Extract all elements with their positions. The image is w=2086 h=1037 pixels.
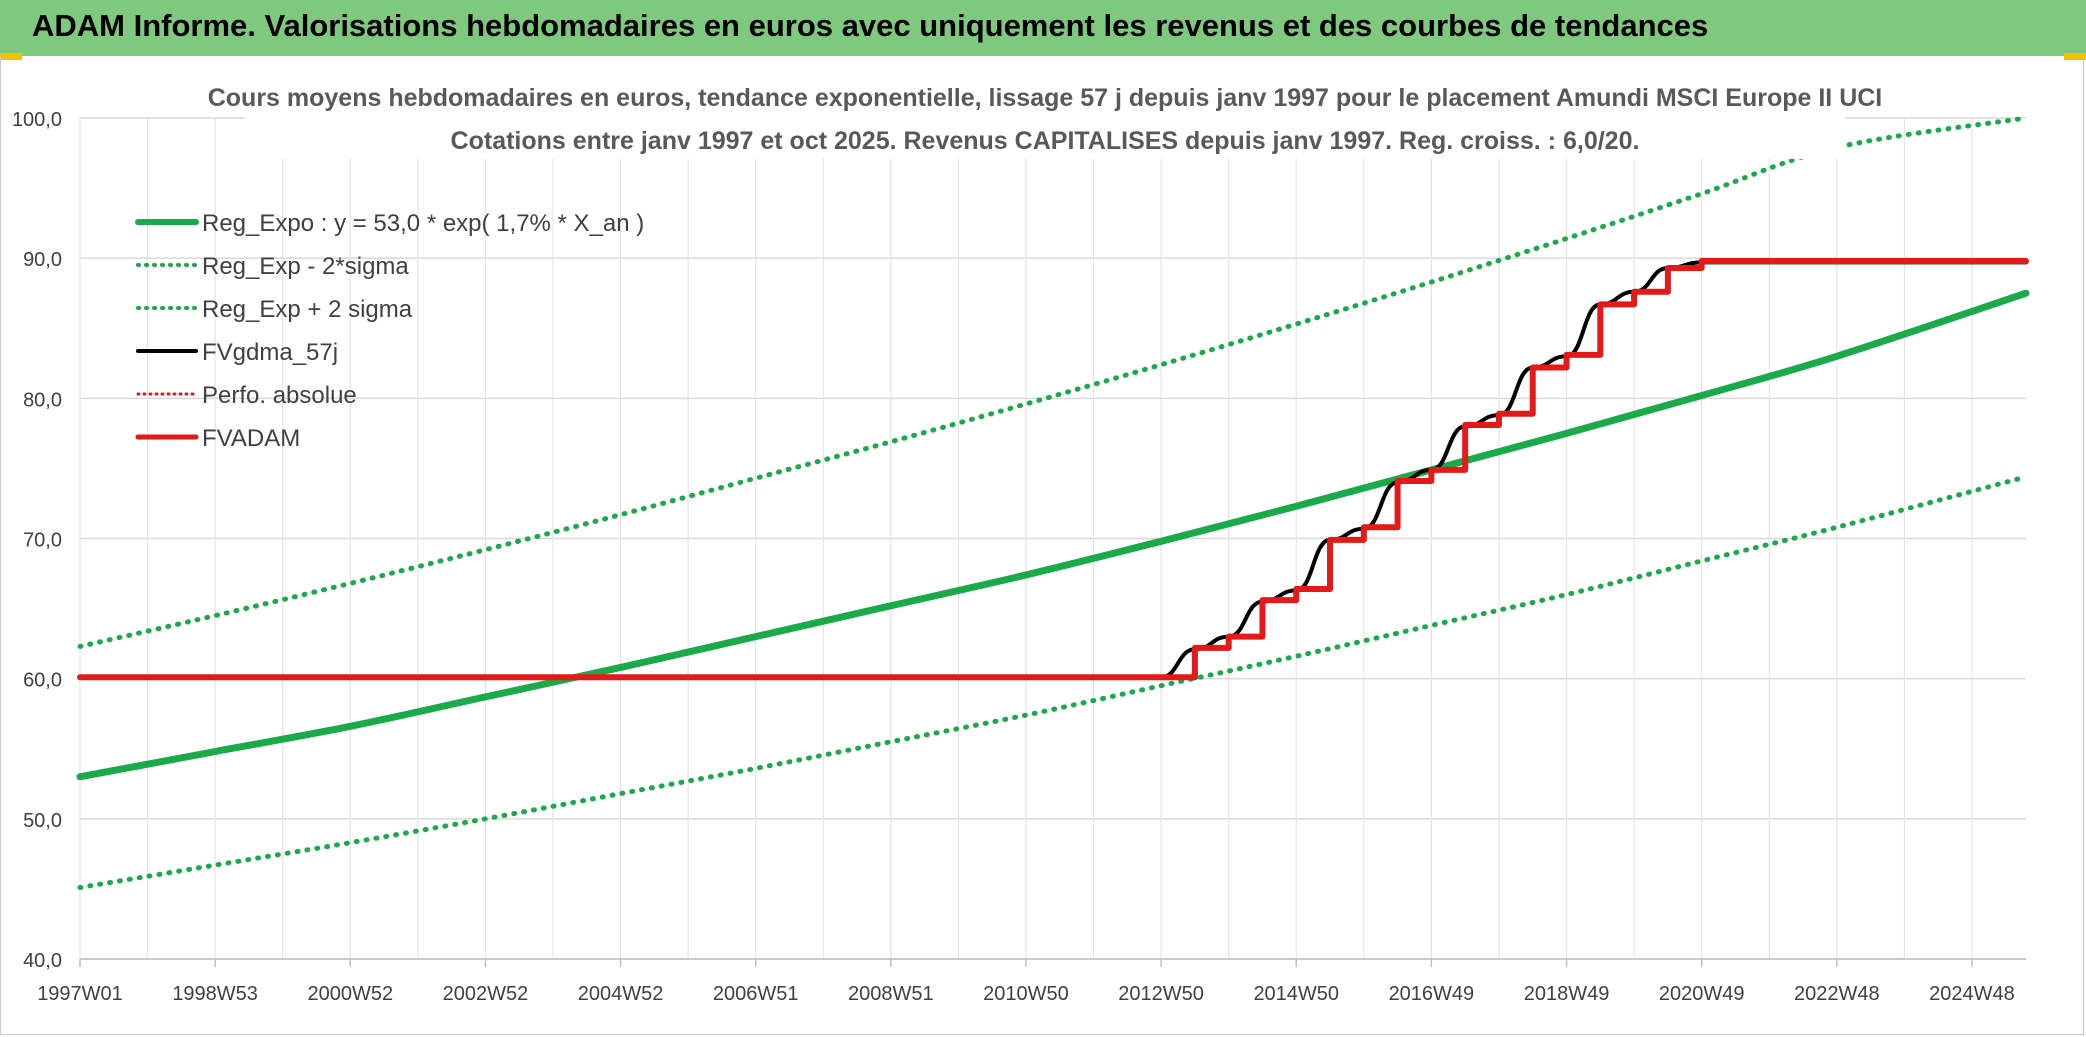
x-tick-label: 2010W50 [983,983,1069,1005]
y-tick-label: 40,0 [23,950,62,972]
series-line-fvgdma-57j [78,260,2028,680]
x-tick-label: 2014W50 [1253,983,1339,1005]
header-title: ADAM Informe. Valorisations hebdomadaire… [32,8,1709,43]
x-tick-label: 2002W52 [443,983,529,1005]
legend: Reg_Expo : y = 53,0 * exp( 1,7% * X_an )… [135,210,644,452]
legend-label: FVADAM [202,425,300,452]
legend-label: Reg_Exp + 2 sigma [202,296,413,323]
legend-label: Reg_Exp - 2*sigma [202,253,409,280]
series-line-reg-exp-2-sigma [77,474,2029,891]
x-tick-label: 2022W48 [1794,983,1880,1005]
y-axis-ticks: 40,0 50,0 60,0 70,0 80,0 90,0 100,0 [12,109,62,972]
series-line-reg-expo-y-53-0-exp-1-7-x-an [76,289,2030,781]
x-tick-label: 2012W50 [1118,983,1204,1005]
x-tick-label: 2000W52 [307,983,393,1005]
x-tick-label: 2020W49 [1659,983,1745,1005]
series-line-reg-exp-2-sigma [77,115,2029,649]
legend-label: Reg_Expo : y = 53,0 * exp( 1,7% * X_an ) [202,210,644,237]
x-axis-ticks: 1997W01 1998W53 2000W52 2002W52 2004W52 2006W… [37,959,2015,1005]
x-tick-label: 2008W51 [848,983,934,1005]
y-tick-label: 90,0 [23,249,62,271]
chart-title: Cours moyens hebdomadaires en euros, ten… [208,84,1883,112]
x-tick-label: 2016W49 [1389,983,1475,1005]
x-tick-label: 2004W52 [578,983,664,1005]
x-tick-label: 2006W51 [713,983,799,1005]
y-tick-label: 80,0 [23,389,62,411]
grid [79,117,2026,960]
series-line-fvadam [77,257,2029,681]
x-tick-label: 2018W49 [1524,983,1610,1005]
chart-subtitle: Cotations entre janv 1997 et oct 2025. R… [451,127,1640,155]
corner-marker-right [2064,53,2086,60]
y-tick-label: 50,0 [23,810,62,832]
y-tick-label: 70,0 [23,530,62,552]
series-group [76,115,2030,891]
x-tick-label: 2024W48 [1929,983,2015,1005]
corner-marker-left [0,53,22,60]
header-bar: ADAM Informe. Valorisations hebdomadaire… [0,0,2086,56]
legend-label: FVgdma_57j [202,339,338,366]
y-tick-label: 100,0 [12,109,62,131]
chart-frame [0,56,2084,1035]
y-tick-label: 60,0 [23,670,62,692]
title-backdrop [245,59,1845,159]
legend-label: Perfo. absolue [202,382,357,409]
x-tick-label: 1997W01 [37,983,123,1005]
x-tick-label: 1998W53 [172,983,258,1005]
